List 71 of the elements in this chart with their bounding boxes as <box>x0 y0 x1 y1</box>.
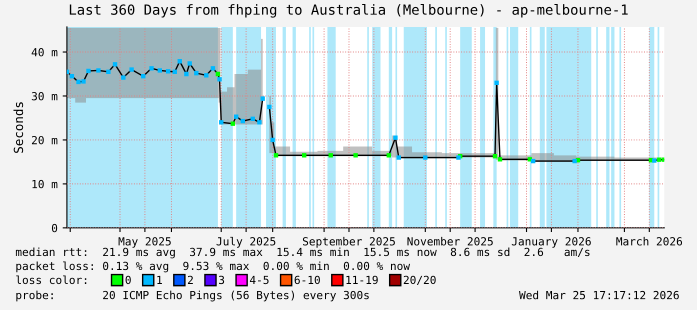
point <box>172 70 177 74</box>
point <box>240 118 245 124</box>
point <box>572 158 577 164</box>
x-tick-label: May 2025 <box>118 237 171 248</box>
x-tick-label: November 2025 <box>407 236 493 246</box>
point <box>234 114 238 119</box>
text: median rtt: 21.9 ms avg 37.9 ms max 15.4 ms min 15.5 ms now 8.6 ms sd 2.6 am/s <box>16 248 590 258</box>
x-tick-label: March 2026 <box>616 236 682 246</box>
x-tick-label: September 2025 <box>302 236 395 248</box>
text: packet loss: 0.13 % avg 9.53 % max 0.00 % min 0.00 % now <box>16 261 410 272</box>
point <box>194 70 199 76</box>
text: probe: 20 ICMP Echo Pings (56 Bytes) every 300s <box>16 290 369 302</box>
x-tick-label: July 2025 <box>216 236 276 248</box>
point <box>393 136 398 140</box>
point <box>267 104 272 110</box>
legend-label: 0 <box>126 276 131 284</box>
chart-title: Last 360 Days from fhping to Australia (Melbourne) - ap-melbourne-1 <box>70 4 628 18</box>
legend-title: loss color: <box>16 275 86 284</box>
point <box>166 69 170 74</box>
point <box>158 68 162 73</box>
x-tick-label: January 2026 <box>512 237 591 248</box>
legend-label: 6-10 <box>294 276 320 284</box>
point <box>121 75 126 80</box>
point <box>423 155 428 160</box>
point <box>219 120 224 125</box>
point <box>302 153 306 158</box>
point <box>184 72 189 76</box>
legend-label: 20/20 <box>404 276 436 285</box>
point <box>657 158 662 162</box>
legend-label: 1 <box>157 276 162 284</box>
point <box>86 68 91 74</box>
point <box>230 121 236 126</box>
point <box>257 120 262 125</box>
point <box>188 61 192 66</box>
point <box>217 77 222 82</box>
point <box>270 138 275 142</box>
y-tick-label: 10 m <box>32 180 58 188</box>
point <box>106 70 111 74</box>
point <box>652 158 656 163</box>
point <box>260 96 265 101</box>
point <box>204 73 208 78</box>
point <box>96 68 101 73</box>
y-tick-label: 0 <box>52 224 58 232</box>
point <box>492 154 498 158</box>
point <box>498 157 502 162</box>
point <box>250 116 255 122</box>
legend-label: 11-19 <box>346 276 378 284</box>
legend-label: 2 <box>188 276 193 284</box>
point <box>274 153 278 158</box>
y-axis-title: Seconds <box>13 102 24 153</box>
point <box>216 72 220 76</box>
point <box>494 80 499 85</box>
point <box>129 67 134 72</box>
point <box>178 59 182 64</box>
point <box>149 66 154 70</box>
point <box>386 153 391 158</box>
legend-label: 3 <box>218 276 224 284</box>
point <box>396 155 401 160</box>
point <box>530 158 536 164</box>
point <box>70 74 74 78</box>
point <box>141 74 146 78</box>
point <box>112 62 118 67</box>
legend-label: 4-5 <box>250 276 269 284</box>
y-tick-label: 30 m <box>32 92 58 100</box>
y-tick-label: 20 m <box>32 136 58 144</box>
point <box>353 153 358 158</box>
point <box>210 66 216 70</box>
point <box>328 153 333 158</box>
text: Wed Mar 25 17:17:12 2026 <box>519 290 679 300</box>
y-tick-label: 40 m <box>32 48 58 56</box>
point <box>76 80 81 84</box>
